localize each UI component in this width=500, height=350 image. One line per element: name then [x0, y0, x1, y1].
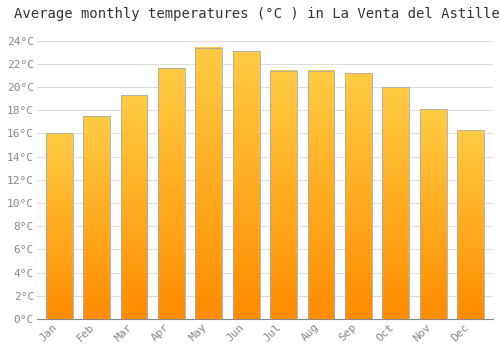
Bar: [270, 71, 297, 319]
Bar: [196, 48, 222, 319]
Bar: [120, 95, 148, 319]
Bar: [345, 73, 372, 319]
Title: Average monthly temperatures (°C ) in La Venta del Astillero: Average monthly temperatures (°C ) in La…: [14, 7, 500, 21]
Bar: [382, 87, 409, 319]
Bar: [420, 109, 446, 319]
Bar: [457, 130, 484, 319]
Bar: [83, 116, 110, 319]
Bar: [308, 71, 334, 319]
Bar: [232, 51, 260, 319]
Bar: [46, 133, 72, 319]
Bar: [158, 69, 185, 319]
